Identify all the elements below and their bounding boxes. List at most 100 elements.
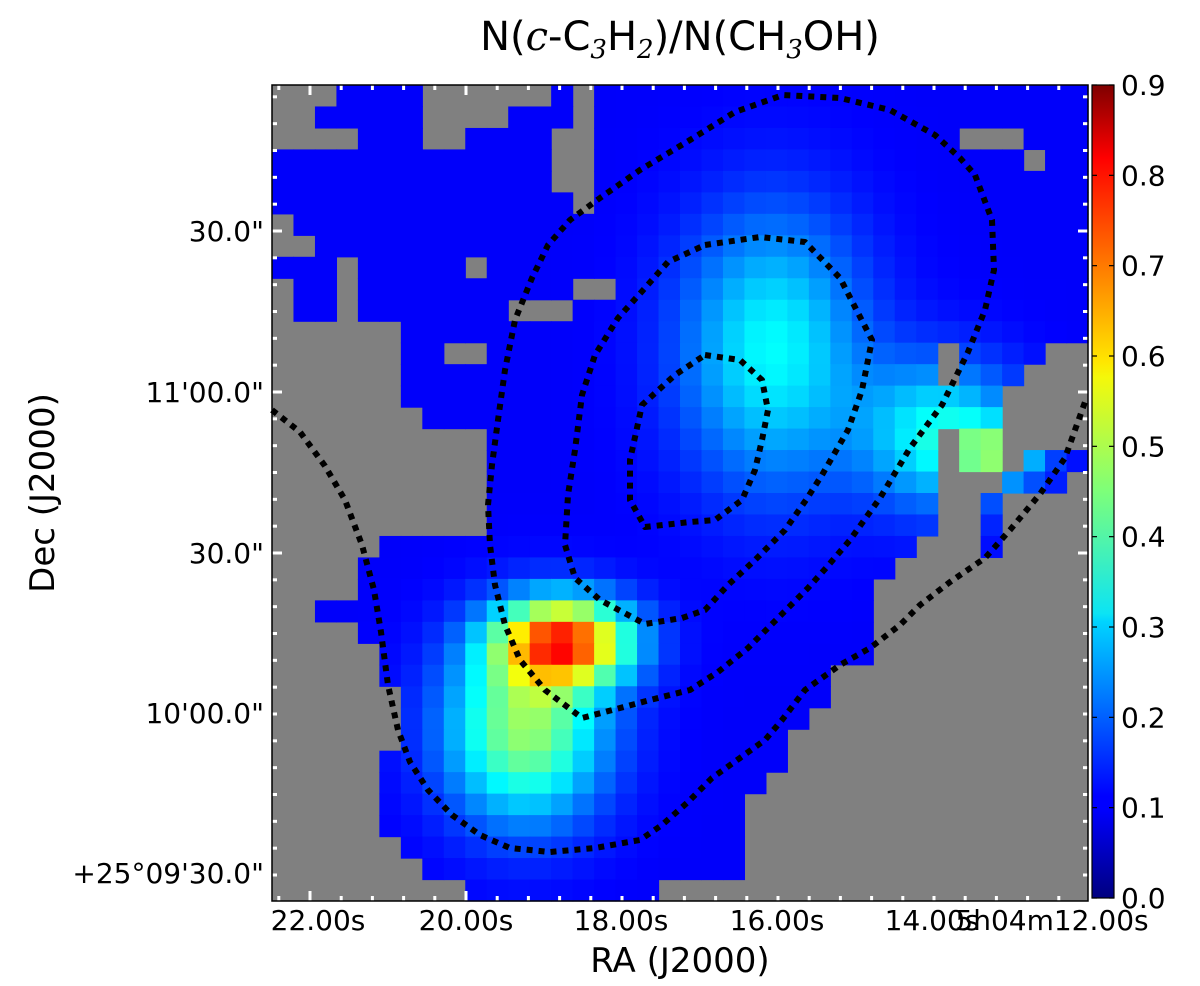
heatmap-cell [722, 385, 746, 408]
heatmap-cell [486, 643, 509, 666]
heatmap-cell [443, 729, 466, 752]
heatmap-cell [680, 321, 703, 344]
heatmap-cell [508, 256, 531, 279]
heatmap-cell [508, 342, 531, 365]
heatmap-cell [400, 729, 423, 752]
heatmap-cell [722, 471, 746, 494]
heatmap-cell [529, 815, 552, 838]
colorbar-tick-label: 0.4 [1121, 521, 1166, 554]
heatmap-cell [744, 707, 767, 730]
heatmap-cell [722, 235, 746, 258]
heatmap-cell [443, 836, 466, 859]
heatmap-cell [615, 643, 638, 666]
heatmap-cell [508, 385, 531, 408]
heatmap-cell [701, 707, 724, 730]
heatmap-cell [594, 772, 617, 795]
heatmap-cell [357, 235, 380, 258]
heatmap-cell [529, 321, 552, 344]
heatmap-cell [701, 149, 724, 172]
heatmap-cell [443, 686, 466, 709]
heatmap-cell [765, 535, 788, 559]
heatmap-cell [443, 192, 466, 215]
heatmap-cell [808, 299, 831, 322]
heatmap-cell [765, 428, 788, 451]
heatmap-cell [379, 278, 402, 301]
heatmap-cell [508, 750, 531, 773]
heatmap-cell [808, 85, 831, 108]
heatmap-cell [551, 772, 574, 795]
heatmap-cell [400, 836, 423, 859]
heatmap-cell [722, 256, 746, 279]
heatmap-cell [658, 385, 681, 408]
heatmap-cell [594, 578, 617, 601]
heatmap-cell [894, 450, 917, 473]
map-frame [271, 84, 1089, 902]
heatmap-cell [1002, 321, 1025, 344]
heatmap-cell [722, 192, 746, 215]
heatmap-cell [873, 85, 896, 108]
colorbar-tick-label: 0.8 [1121, 159, 1166, 192]
heatmap-cell [873, 342, 896, 365]
heatmap-cell [379, 643, 402, 666]
heatmap-cell [637, 213, 660, 236]
heatmap-cell [722, 321, 746, 344]
heatmap-cell [594, 858, 617, 881]
heatmap-cell [400, 213, 423, 236]
contour-lines [270, 92, 1088, 855]
heatmap-cell [959, 407, 982, 430]
heatmap-cell [765, 278, 788, 301]
heatmap-cell [551, 879, 574, 902]
heatmap-cell [594, 299, 617, 322]
heatmap-cell [379, 815, 402, 838]
heatmap-cell [465, 149, 488, 172]
heatmap-cell [894, 278, 917, 301]
heatmap-cell [529, 643, 552, 666]
heatmap-cell [594, 729, 617, 752]
x-tick-label: 5h04m12.00s [955, 904, 1148, 937]
heatmap-cell [572, 428, 595, 451]
heatmap-cell [701, 600, 724, 623]
heatmap-cell [508, 170, 531, 193]
heatmap-cell [980, 106, 1003, 129]
heatmap-cell [357, 170, 380, 193]
heatmap-cell [722, 707, 746, 730]
heatmap-cell [894, 407, 917, 430]
heatmap-cell [465, 278, 488, 301]
heatmap-cell [787, 278, 810, 301]
heatmap-cell [336, 213, 359, 236]
heatmap-cell [744, 149, 767, 172]
heatmap-cell [894, 127, 917, 151]
heatmap-cell [658, 235, 681, 258]
heatmap-cell [465, 793, 488, 816]
colorbar-tick-label: 0.6 [1121, 340, 1166, 373]
heatmap-cell [873, 106, 896, 129]
heatmap-cell [551, 106, 574, 129]
heatmap-cell [400, 815, 423, 838]
heatmap-cell [701, 621, 724, 644]
heatmap-cell [572, 772, 595, 795]
heatmap-cell [615, 342, 638, 365]
heatmap-cell [357, 278, 380, 301]
heatmap-cell [379, 235, 402, 258]
heatmap-cell [422, 750, 445, 773]
heatmap-cell [680, 85, 703, 108]
heatmap-cell [744, 385, 767, 408]
heatmap-cell [916, 127, 939, 151]
heatmap-cell [594, 514, 617, 537]
heatmap-cell [551, 836, 574, 859]
heatmap-cell [594, 600, 617, 623]
heatmap-cell [701, 836, 724, 859]
heatmap-cell [1002, 471, 1025, 494]
heatmap-cell [680, 664, 703, 687]
heatmap-cell [486, 170, 509, 193]
heatmap-cell [765, 471, 788, 494]
heatmap-cell [551, 858, 574, 881]
heatmap-cell [637, 364, 660, 387]
heatmap-cell [680, 256, 703, 279]
heatmap-cell [465, 192, 488, 215]
heatmap-cell [701, 192, 724, 215]
heatmap-cell [272, 149, 295, 172]
heatmap-cell [551, 407, 574, 430]
heatmap-cell [637, 836, 660, 859]
heatmap-cell [787, 471, 810, 494]
